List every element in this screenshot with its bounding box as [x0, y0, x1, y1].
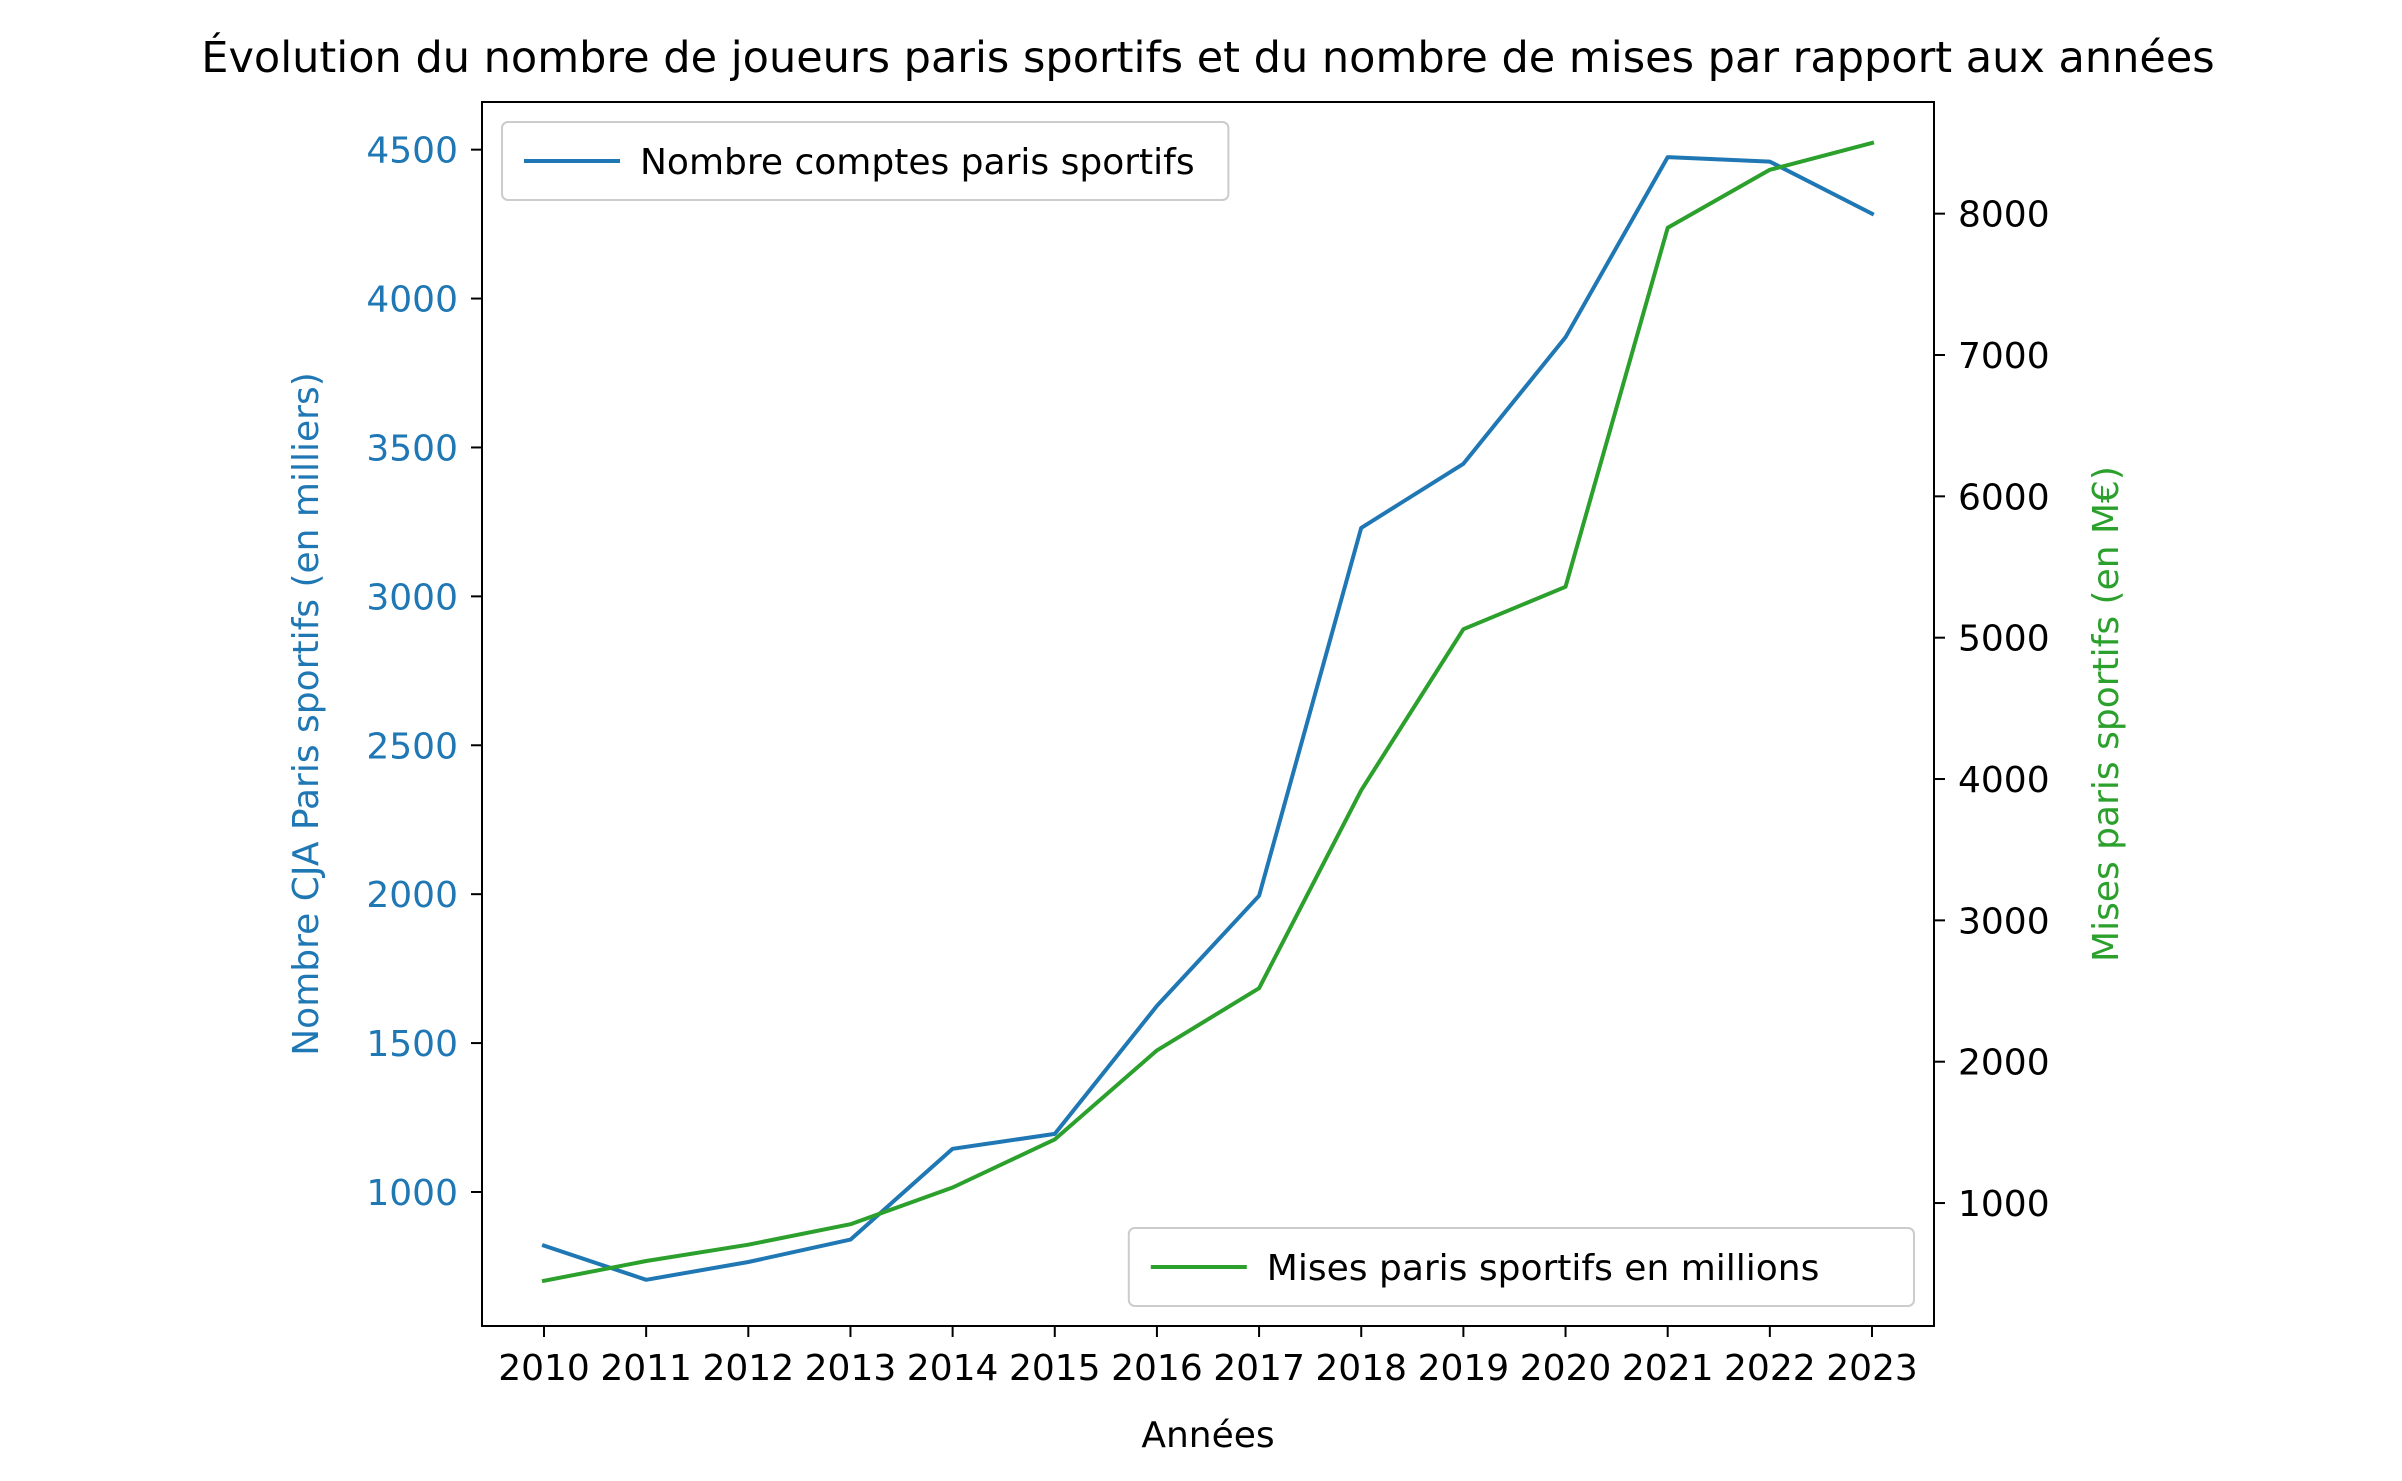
- x-tick-label: 2015: [1009, 1348, 1101, 1389]
- chart-title: Évolution du nombre de joueurs paris spo…: [201, 32, 2214, 83]
- left-y-tick-label: 1000: [366, 1173, 458, 1214]
- x-tick-label: 2016: [1111, 1348, 1203, 1389]
- x-tick-label: 2023: [1826, 1348, 1918, 1389]
- legend-stakes: Mises paris sportifs en millions: [1127, 1227, 1916, 1307]
- left-y-tick-label: 3500: [366, 428, 458, 469]
- x-tick-label: 2018: [1315, 1348, 1407, 1389]
- x-axis-label: Années: [1141, 1415, 1274, 1456]
- right-y-axis-label: Mises paris sportifs (en M€): [2086, 466, 2127, 962]
- x-tick-label: 2017: [1213, 1348, 1305, 1389]
- right-y-tick-label: 1000: [1958, 1184, 2050, 1225]
- left-y-tick-label: 2500: [366, 726, 458, 767]
- right-y-tick-label: 8000: [1958, 195, 2050, 236]
- legend-label: Nombre comptes paris sportifs: [640, 142, 1195, 183]
- x-tick-label: 2021: [1622, 1348, 1714, 1389]
- right-y-tick-label: 6000: [1958, 477, 2050, 518]
- x-tick-label: 2013: [805, 1348, 897, 1389]
- x-tick-label: 2011: [600, 1348, 692, 1389]
- legend-label: Mises paris sportifs en millions: [1267, 1248, 1820, 1289]
- right-y-tick-label: 2000: [1958, 1043, 2050, 1084]
- legend-box: [501, 121, 1230, 201]
- left-y-tick-label: 4500: [366, 131, 458, 172]
- left-y-tick-label: 3000: [366, 577, 458, 618]
- right-y-tick-label: 3000: [1958, 901, 2050, 942]
- x-tick-label: 2012: [702, 1348, 794, 1389]
- series-line-0: [541, 155, 1875, 1282]
- series-line-1: [541, 140, 1875, 1284]
- x-tick-label: 2022: [1724, 1348, 1816, 1389]
- left-y-tick-label: 1500: [366, 1024, 458, 1065]
- right-y-tick-label: 4000: [1958, 760, 2050, 801]
- plot-area: 2010 2011 2012 2013 2014 2015 2016 2017 2018 2019…: [366, 101, 2050, 1389]
- x-tick-label: 2019: [1418, 1348, 1510, 1389]
- right-y-tick-label: 5000: [1958, 619, 2050, 660]
- left-y-tick-label: 4000: [366, 280, 458, 321]
- x-tick-label: 2014: [907, 1348, 999, 1389]
- left-y-axis-label: Nombre CJA Paris sportifs (en milliers): [286, 372, 327, 1056]
- x-tick-label: 2020: [1520, 1348, 1612, 1389]
- right-y-tick-label: 7000: [1958, 336, 2050, 377]
- plot-frame: [481, 101, 1935, 1327]
- legend-accounts: Nombre comptes paris sportifs: [501, 121, 1230, 201]
- x-tick-label: 2010: [498, 1348, 590, 1389]
- legend-box: [1127, 1227, 1916, 1307]
- left-y-tick-label: 2000: [366, 875, 458, 916]
